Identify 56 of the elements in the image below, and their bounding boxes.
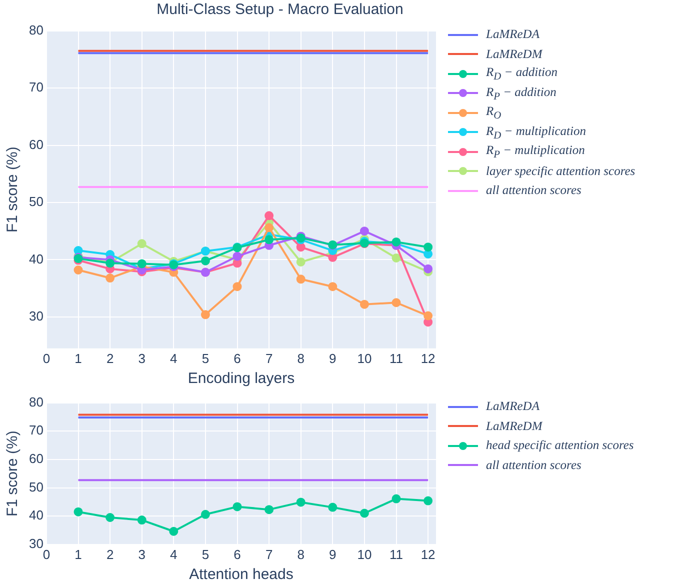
x-tick-label: 1 [74, 546, 82, 562]
y-tick-label: 80 [28, 394, 44, 410]
x-tick-label: 5 [202, 546, 210, 562]
legend-label: LaMReDM [486, 46, 542, 62]
x-tick-label: 6 [234, 546, 241, 562]
y-tick-label: 60 [28, 451, 44, 466]
y-tick-label: 80 [28, 22, 44, 38]
x-tick-label: 12 [420, 546, 436, 562]
x-tick-label: 8 [297, 546, 304, 562]
x-tick-label: 4 [170, 350, 178, 366]
x-tick-label: 10 [357, 350, 372, 366]
y-tick-label: 60 [28, 136, 44, 152]
x-tick-label: 6 [234, 350, 241, 366]
x-tick-label: 1 [74, 350, 82, 366]
x-tick-label: 11 [390, 350, 403, 366]
x-tick-label: 7 [265, 546, 273, 562]
y-tick-label: 50 [28, 479, 44, 494]
legend-label: R$_{D}$ − multiplication [486, 124, 586, 141]
x-tick-label: 2 [106, 546, 114, 562]
legend-label: LaMReDA [486, 399, 540, 414]
x-tick-label: 2 [106, 350, 114, 366]
legend-label: layer specific attention scores [486, 164, 636, 179]
x-axis-title: Encoding layers [188, 370, 295, 388]
legend-label: all attention scores [486, 183, 582, 198]
x-tick-label: 5 [202, 350, 210, 366]
x-tick-label: 10 [357, 546, 372, 562]
y-tick-label: 40 [28, 251, 44, 266]
x-tick-label: 3 [138, 350, 146, 366]
y-tick-label: 40 [28, 508, 44, 523]
y-axis-title: F1 score (%) [4, 430, 22, 517]
x-tick-label: 0 [42, 350, 50, 366]
legend-label: R$_{P}$ − multiplication [486, 143, 585, 160]
x-tick-label: 9 [329, 546, 336, 562]
y-tick-label: 70 [28, 80, 44, 95]
y-tick-label: 30 [28, 536, 44, 551]
y-tick-label: 70 [28, 422, 44, 438]
x-tick-label: 9 [329, 350, 336, 366]
legend-label: LaMReDA [486, 27, 540, 42]
legend-label: all attention scores [486, 458, 582, 473]
legend-label: R$_{D}$ − addition [486, 65, 558, 82]
x-tick-label: 0 [42, 546, 50, 562]
y-axis-title: F1 score (%) [4, 146, 22, 233]
legend-label: R$_{P}$ − addition [486, 84, 556, 102]
x-tick-label: 3 [138, 546, 146, 562]
y-tick-label: 50 [28, 194, 44, 210]
chart-title: Multi-Class Setup - Macro Evaluation [156, 0, 404, 20]
legend-label: R$_{O}$ [486, 104, 502, 122]
x-tick-label: 11 [390, 546, 403, 562]
legend-label: head specific attention scores [486, 438, 634, 454]
x-tick-label: 8 [297, 350, 304, 366]
x-tick-label: 12 [420, 350, 436, 366]
y-tick-label: 30 [28, 308, 44, 324]
x-tick-label: 4 [170, 546, 178, 562]
legend-label: LaMReDM [486, 418, 542, 434]
x-tick-label: 7 [265, 350, 273, 366]
x-axis-title: Attention heads [189, 566, 294, 580]
